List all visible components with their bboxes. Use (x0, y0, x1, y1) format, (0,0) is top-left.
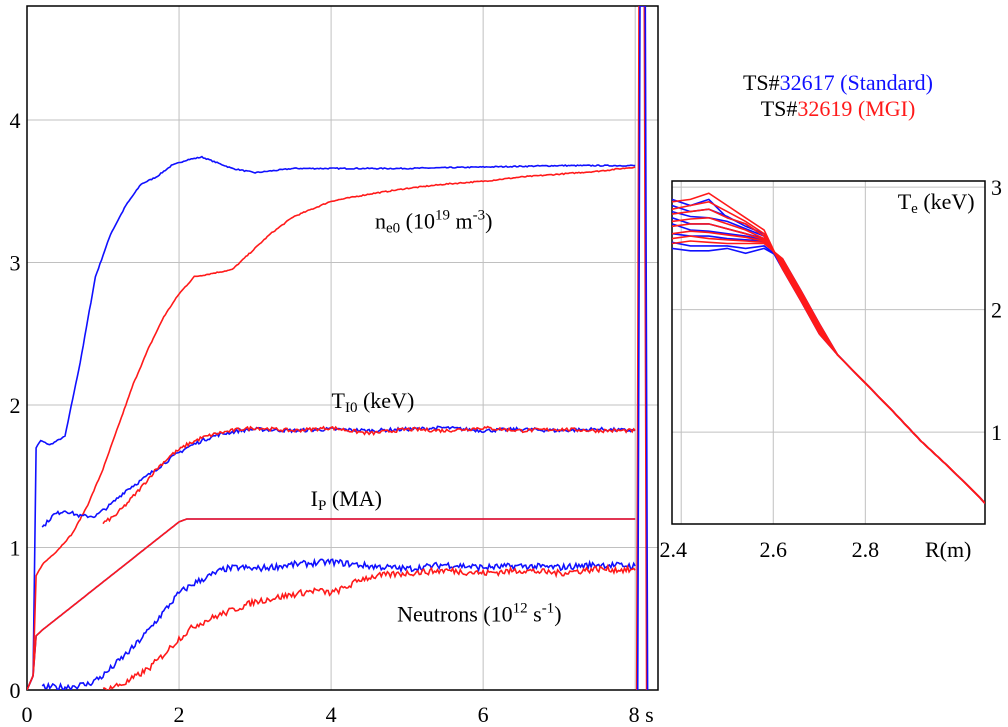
y-tick-label: 3 (10, 251, 21, 276)
annotation-ti0: TI0 (keV) (332, 388, 415, 416)
legend-label-mgi: (MGI) (852, 96, 916, 121)
x-tick-label: 2.4 (659, 537, 687, 562)
annotation-part: I (311, 486, 318, 511)
annotation-part: T (898, 189, 912, 214)
y-tick-label: 0 (10, 678, 21, 703)
x-tick-label: 6 (478, 702, 489, 727)
legend-shot-standard: 32617 (779, 70, 835, 95)
series-termination-spike (636, 6, 649, 690)
annotation-part: Neutrons (10 (397, 602, 512, 627)
annotation-part: e0 (386, 220, 400, 236)
series-neutrons-32619 (102, 563, 636, 690)
main-frame (26, 5, 659, 691)
annotation-part: e (911, 201, 918, 217)
legend-prefix: TS# (760, 96, 798, 121)
te-profile-32619 (672, 240, 985, 504)
x-tick-label: 2 (174, 702, 185, 727)
series-ne0-32619 (27, 166, 636, 690)
x-tick-label: 4 (326, 702, 337, 727)
legend-entry-mgi: TS#32619 (MGI) (688, 96, 988, 122)
legend-prefix: TS# (742, 70, 780, 95)
legend-label-standard: (Standard) (834, 70, 934, 95)
y-tick-label: 4 (10, 108, 21, 133)
annotation-neutrons: Neutrons (1012 s-1) (397, 601, 561, 627)
inset-frame (671, 180, 986, 525)
series-ip-32619 (27, 518, 636, 690)
annotation-part: -1 (542, 601, 555, 617)
legend-entry-standard: TS#32617 (Standard) (688, 70, 988, 96)
main-series (27, 6, 649, 690)
annotation-part: ) (485, 208, 492, 233)
inset-series (672, 192, 985, 504)
annotation-part: ) (554, 602, 561, 627)
x-tick-label: 8 s (629, 702, 654, 727)
y-tick-label: 1 (991, 420, 1002, 445)
series-ne0-32617 (27, 155, 636, 690)
legend-shot-mgi: 32619 (797, 96, 853, 121)
te-inset-chart: 2.4 2.6 2.8 R(m) 1 2 3 Te (keV) (659, 175, 1002, 562)
annotation-part: I0 (345, 400, 358, 416)
series-termination-spike (635, 6, 648, 690)
x-tick-label: 0 (22, 702, 33, 727)
annotation-part: P (318, 498, 326, 514)
annotation-part: -3 (473, 207, 486, 223)
series-ti0-32617 (41, 425, 636, 528)
annotation-part: 19 (435, 207, 450, 223)
annotation-te: Te (keV) (898, 189, 975, 217)
x-tick-label: 2.8 (852, 537, 880, 562)
y-tick-label: 3 (991, 175, 1002, 200)
y-tick-label: 2 (10, 393, 21, 418)
annotation-part: (keV) (357, 388, 414, 413)
series-neutrons-32617 (41, 557, 636, 690)
y-tick-label: 2 (991, 298, 1002, 323)
series-ti0-32619 (102, 425, 636, 525)
annotation-part: n (375, 208, 386, 233)
x-tick-label: 2.6 (760, 537, 788, 562)
annotation-ip: IP (MA) (311, 486, 382, 514)
x-tick-label: R(m) (925, 537, 971, 562)
annotation-part: s (528, 602, 542, 627)
main-grid (27, 6, 658, 690)
annotation-part: (keV) (918, 189, 975, 214)
annotation-part: m (450, 208, 473, 233)
legend: TS#32617 (Standard) TS#32619 (MGI) (688, 70, 988, 122)
annotation-part: T (332, 388, 346, 413)
annotation-part: (MA) (326, 486, 382, 511)
y-tick-label: 1 (10, 536, 21, 561)
annotation-ne0: ne0 (1019 m-3) (375, 207, 492, 236)
annotation-part: 12 (513, 601, 528, 617)
annotation-part: (10 (400, 208, 435, 233)
